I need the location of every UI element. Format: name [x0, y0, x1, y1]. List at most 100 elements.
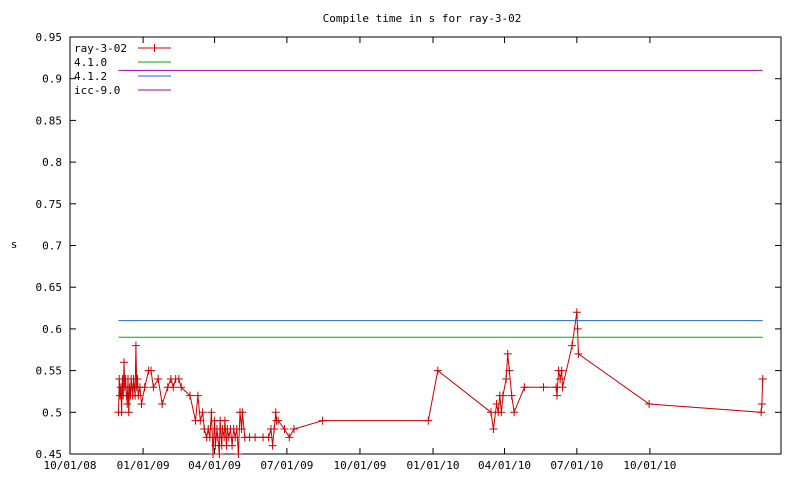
data-point — [234, 450, 243, 458]
data-point — [552, 391, 561, 400]
data-point — [503, 349, 512, 358]
x-tick-label: 07/01/10 — [550, 459, 603, 472]
data-point — [207, 408, 216, 417]
data-point — [131, 341, 140, 350]
data-point — [424, 416, 433, 425]
y-tick-label: 0.8 — [42, 156, 62, 169]
data-point — [568, 341, 577, 350]
data-point — [147, 366, 156, 375]
data-point — [133, 374, 142, 383]
legend-label: 4.1.2 — [74, 70, 107, 83]
y-tick-label: 0.65 — [36, 281, 63, 294]
y-tick-label: 0.45 — [36, 448, 63, 461]
x-tick-label: 04/01/10 — [478, 459, 531, 472]
data-point — [268, 441, 277, 450]
x-tick-label: 01/01/10 — [407, 459, 460, 472]
x-tick-label: 07/01/09 — [260, 459, 313, 472]
data-point — [251, 433, 260, 442]
data-point — [573, 324, 582, 333]
data-point — [169, 383, 178, 392]
y-tick-label: 0.6 — [42, 323, 62, 336]
data-point — [228, 441, 237, 450]
y-axis-label: s — [11, 238, 18, 251]
data-point — [757, 408, 766, 417]
data-point — [645, 399, 654, 408]
data-point — [271, 408, 280, 417]
data-point — [280, 424, 289, 433]
data-point — [510, 408, 519, 417]
y-tick-label: 0.85 — [36, 114, 63, 127]
data-point — [489, 424, 498, 433]
data-point — [134, 391, 143, 400]
chart-title: Compile time in s for ray-3-02 — [323, 12, 522, 25]
data-point — [196, 416, 205, 425]
data-point — [154, 374, 163, 383]
y-tick-label: 0.75 — [36, 198, 63, 211]
data-point — [237, 424, 246, 433]
data-point — [193, 391, 202, 400]
data-point — [507, 391, 516, 400]
data-point — [238, 408, 247, 417]
data-point — [177, 383, 186, 392]
data-point — [505, 366, 514, 375]
x-tick-label: 10/01/09 — [333, 459, 386, 472]
legend-label: icc-9.0 — [74, 84, 120, 97]
y-tick-label: 0.55 — [36, 365, 63, 378]
data-point — [318, 416, 327, 425]
x-axis: 10/01/08 01/01/09 04/01/09 07/01/09 10/01/09… — [44, 37, 676, 472]
data-point — [140, 383, 149, 392]
data-point — [264, 433, 273, 442]
data-point — [274, 416, 283, 425]
data-point — [290, 424, 299, 433]
data-point — [520, 383, 529, 392]
data-point — [285, 433, 294, 442]
data-point — [757, 399, 766, 408]
data-point — [539, 383, 548, 392]
data-point — [137, 399, 146, 408]
data-point — [204, 424, 213, 433]
legend-label: ray-3-02 — [74, 42, 127, 55]
data-point — [556, 374, 565, 383]
data-point — [231, 433, 240, 442]
y-tick-label: 0.5 — [42, 406, 62, 419]
y-tick-label: 0.7 — [42, 240, 62, 253]
data-point — [215, 450, 224, 458]
data-point — [220, 416, 229, 425]
data-point — [557, 366, 566, 375]
data-point — [174, 374, 183, 383]
x-tick-label: 10/01/10 — [623, 459, 676, 472]
x-tick-label: 01/01/09 — [117, 459, 170, 472]
data-point — [120, 358, 129, 367]
plot-frame — [69, 36, 782, 455]
data-point — [158, 399, 167, 408]
data-point — [497, 408, 506, 417]
data-point — [492, 399, 501, 408]
data-point — [123, 399, 132, 408]
data-point — [205, 433, 214, 442]
data-point — [558, 383, 567, 392]
data-point — [574, 349, 583, 358]
y-tick-label: 0.95 — [36, 31, 63, 44]
legend-label: 4.1.0 — [74, 56, 107, 69]
data-point — [198, 408, 207, 417]
data-point — [185, 391, 194, 400]
data-point — [502, 374, 511, 383]
data-point — [149, 383, 158, 392]
data-point — [270, 424, 279, 433]
plot-series — [114, 69, 767, 458]
data-point — [117, 408, 126, 417]
legend-marker — [150, 44, 159, 52]
data-point — [124, 408, 133, 417]
x-tick-label: 04/01/09 — [188, 459, 241, 472]
data-point — [758, 374, 767, 383]
y-tick-label: 0.9 — [42, 73, 62, 86]
data-point — [433, 366, 442, 375]
y-axis: 0.45 0.5 0.55 0.6 0.65 0.7 0.75 0.8 0.85 0.9 0.95 — [36, 31, 781, 461]
x-tick-label: 10/01/08 — [44, 459, 97, 472]
data-point — [487, 408, 496, 417]
series-line-ray-3-02 — [118, 312, 764, 455]
data-point — [498, 391, 507, 400]
data-point — [572, 308, 581, 317]
